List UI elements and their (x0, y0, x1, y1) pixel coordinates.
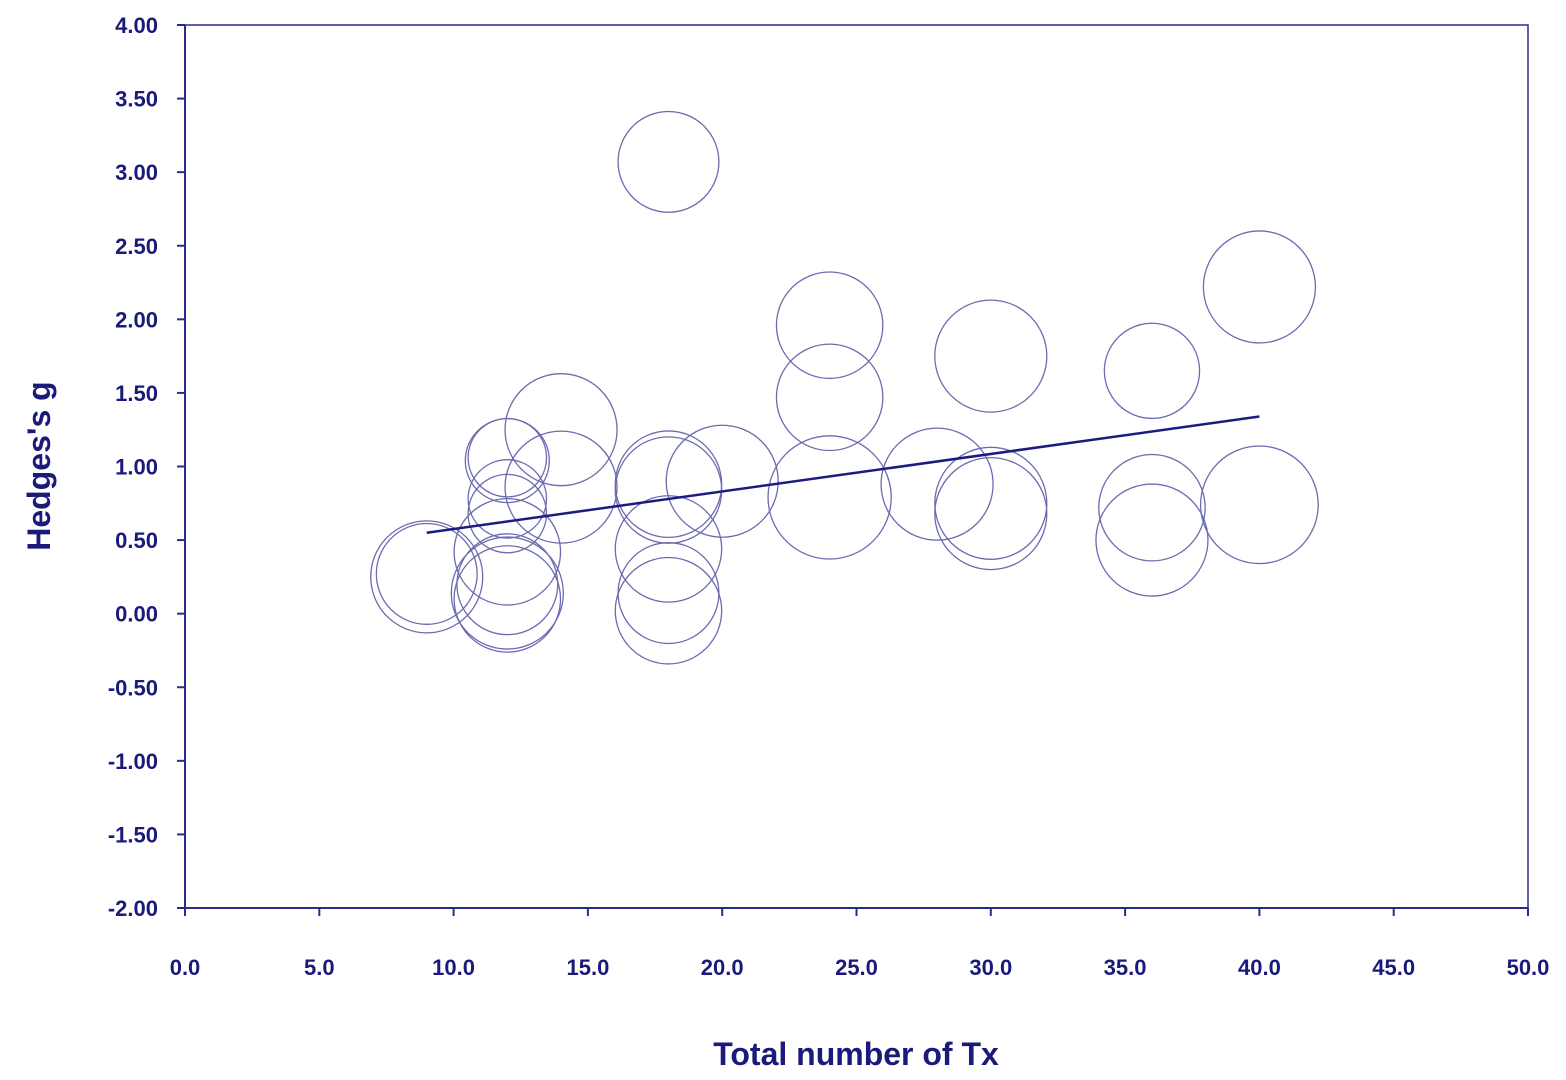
x-tick-label: 5.0 (304, 955, 335, 980)
x-tick-label: 40.0 (1238, 955, 1281, 980)
x-tick-label: 35.0 (1104, 955, 1147, 980)
x-tick-label: 10.0 (432, 955, 475, 980)
data-point-bubble (617, 110, 720, 213)
x-axis-title: Total number of Tx (713, 1036, 999, 1072)
y-tick-label: 1.50 (115, 381, 158, 406)
x-tick-label: 15.0 (566, 955, 609, 980)
plot-frame (184, 24, 1529, 909)
bubble-layer (370, 110, 1319, 665)
y-tick-label: 4.00 (115, 13, 158, 38)
data-point-bubble (504, 373, 618, 487)
y-tick-label: 3.00 (115, 160, 158, 185)
data-point-bubble (614, 556, 723, 665)
data-point-bubble (453, 545, 562, 653)
data-point-bubble (767, 435, 892, 560)
x-axis: 0.0 5.0 10.0 15.0 20.0 25.0 30.0 35.0 40.0 45.0 50… (170, 907, 1550, 980)
y-tick-label: 1.00 (115, 455, 158, 480)
y-tick-label: 2.00 (115, 307, 158, 332)
x-tick-label: 0.0 (170, 955, 201, 980)
y-axis: 4.00 3.50 3.00 2.50 2.00 1.50 1.00 0.50 0.00 -0.5… (108, 13, 186, 921)
data-point-bubble (934, 299, 1048, 413)
data-point-bubble (1103, 322, 1201, 420)
x-tick-label: 30.0 (969, 955, 1012, 980)
data-point-bubble (934, 446, 1048, 560)
y-tick-label: -1.50 (108, 822, 158, 847)
x-tick-label: 25.0 (835, 955, 878, 980)
data-point-bubble (880, 427, 994, 541)
y-tick-label: 2.50 (115, 234, 158, 259)
y-tick-label: 3.50 (115, 87, 158, 112)
y-tick-label: 0.00 (115, 602, 158, 627)
data-point-bubble (614, 436, 723, 544)
data-point-bubble (450, 536, 564, 650)
data-point-bubble (934, 456, 1048, 571)
data-point-bubble (1202, 230, 1317, 344)
data-point-bubble (467, 473, 548, 554)
y-tick-label: -1.00 (108, 749, 158, 774)
y-tick-label: 0.50 (115, 528, 158, 553)
data-point-bubble (1098, 453, 1206, 562)
x-tick-label: 50.0 (1507, 955, 1550, 980)
x-tick-label: 20.0 (701, 955, 744, 980)
data-point-bubble (614, 430, 723, 539)
data-point-bubble (665, 424, 779, 538)
data-point-bubble (464, 417, 550, 504)
data-point-bubble (775, 271, 884, 380)
data-point-bubble (1199, 445, 1319, 565)
data-point-bubble (775, 343, 884, 452)
data-point-bubble (453, 498, 562, 606)
y-tick-label: -0.50 (108, 675, 158, 700)
data-point-bubble (456, 533, 559, 636)
data-point-bubble (467, 459, 548, 539)
regression-line (426, 415, 1260, 534)
data-point-bubble (504, 430, 618, 544)
data-point-bubble (614, 495, 723, 603)
data-point-bubble (370, 520, 484, 634)
x-tick-label: 45.0 (1372, 955, 1415, 980)
data-point-bubble (1095, 483, 1209, 597)
data-point-bubble (375, 522, 478, 625)
y-axis-title: Hedges's g (21, 381, 57, 550)
y-tick-label: -2.00 (108, 896, 158, 921)
